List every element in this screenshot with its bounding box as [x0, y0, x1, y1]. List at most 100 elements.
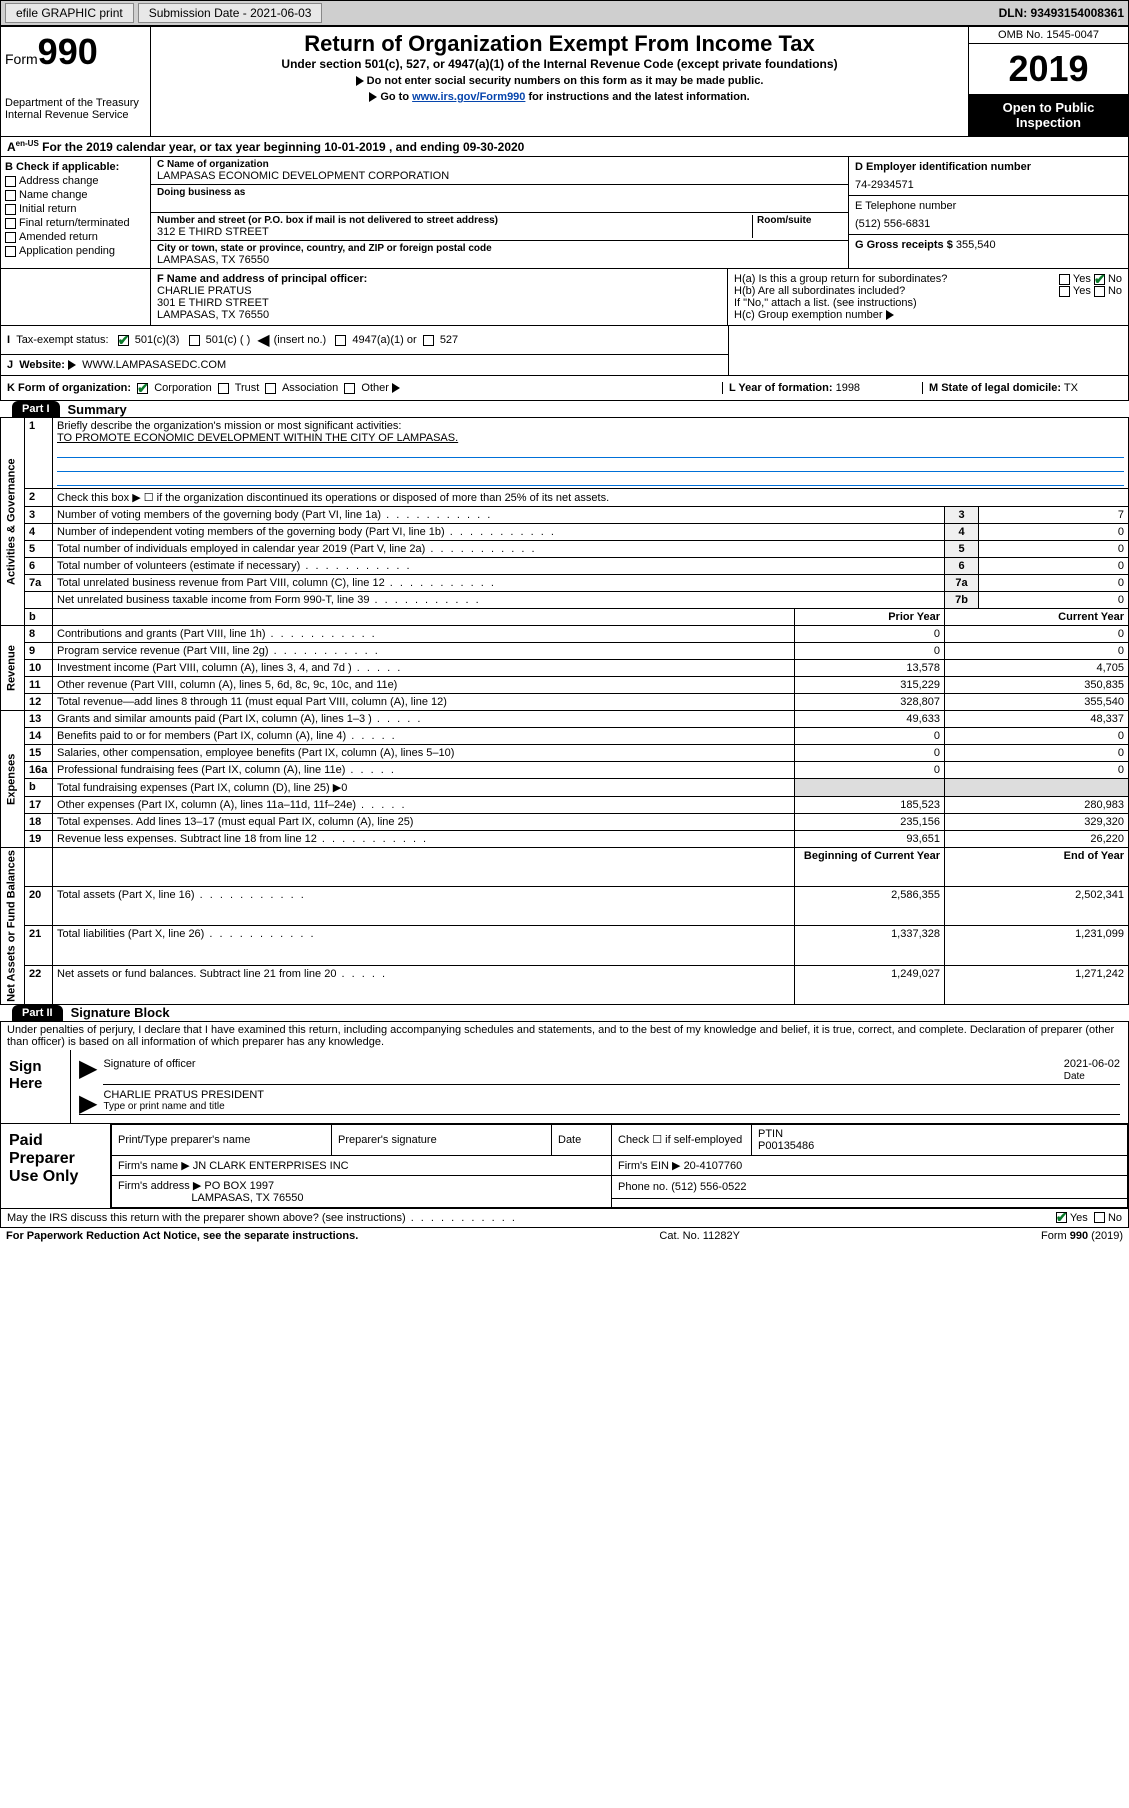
dln-label: DLN: 93493154008361 — [999, 6, 1124, 20]
arrow-right-icon — [392, 383, 400, 393]
omb-number: OMB No. 1545-0047 — [969, 27, 1128, 44]
phone-label: E Telephone number — [855, 200, 1122, 212]
val-4: 0 — [979, 524, 1129, 541]
checkbox-icon[interactable] — [5, 218, 16, 229]
checkbox-icon[interactable] — [5, 190, 16, 201]
officer-label: F Name and address of principal officer: — [157, 273, 721, 285]
part2-bar: Part II Signature Block — [0, 1005, 1129, 1021]
phone-value: (512) 556-6831 — [855, 218, 1122, 230]
submission-date-button[interactable]: Submission Date - 2021-06-03 — [138, 3, 323, 23]
irs-label: Internal Revenue Service — [5, 109, 146, 121]
type-name-label: Type or print name and title — [79, 1101, 1120, 1112]
box-b: B Check if applicable: Address change Na… — [1, 157, 151, 268]
discontinued-question: Check this box ▶ ☐ if the organization d… — [53, 489, 1129, 507]
part1-title: Summary — [68, 402, 127, 417]
officer-addr2: LAMPASAS, TX 76550 — [157, 309, 721, 321]
checkbox-icon[interactable] — [218, 383, 229, 394]
sign-here-label: Sign Here — [1, 1050, 71, 1123]
page-footer: For Paperwork Reduction Act Notice, see … — [0, 1228, 1129, 1244]
cat-number: Cat. No. 11282Y — [659, 1230, 740, 1242]
dept-treasury: Department of the Treasury — [5, 97, 146, 109]
vlabel-expenses: Expenses — [1, 711, 25, 848]
sig-officer-label: Signature of officer — [103, 1058, 195, 1082]
self-employed-label: Check ☐ if self-employed — [612, 1124, 752, 1155]
gross-receipts-value: 355,540 — [956, 239, 996, 251]
perjury-statement: Under penalties of perjury, I declare th… — [0, 1021, 1129, 1050]
arrow-right-icon — [886, 310, 894, 320]
checkbox-icon[interactable] — [5, 176, 16, 187]
form-number: Form990 — [5, 31, 146, 73]
ha-question: H(a) Is this a group return for subordin… — [734, 273, 1122, 285]
firm-addr2: LAMPASAS, TX 76550 — [191, 1192, 303, 1204]
mission-question: Briefly describe the organization's miss… — [57, 420, 401, 432]
top-toolbar: efile GRAPHIC print Submission Date - 20… — [0, 0, 1129, 26]
opt-address-change: Address change — [19, 175, 99, 187]
mission-answer: TO PROMOTE ECONOMIC DEVELOPMENT WITHIN T… — [57, 432, 458, 444]
firm-addr1: PO BOX 1997 — [204, 1180, 274, 1192]
checkbox-icon[interactable] — [5, 232, 16, 243]
irs-link[interactable]: www.irs.gov/Form990 — [412, 91, 525, 103]
checkbox-icon[interactable] — [344, 383, 355, 394]
ptin-value: P00135486 — [758, 1140, 814, 1152]
checkbox-checked-icon[interactable]: ✔ — [1056, 1212, 1067, 1223]
preparer-date-label: Date — [552, 1124, 612, 1155]
opt-final-return: Final return/terminated — [19, 217, 130, 229]
firm-phone: (512) 556-0522 — [671, 1181, 746, 1193]
room-label: Room/suite — [757, 215, 842, 226]
pra-notice: For Paperwork Reduction Act Notice, see … — [6, 1230, 358, 1242]
part2-tag: Part II — [12, 1005, 63, 1021]
pen-arrow-icon: ▶ — [79, 1089, 97, 1118]
city-label: City or town, state or province, country… — [157, 243, 842, 254]
klm-block: K Form of organization: ✔ Corporation Tr… — [0, 376, 1129, 401]
val-5: 0 — [979, 541, 1129, 558]
checkbox-icon[interactable] — [1059, 274, 1070, 285]
ein-value: 74-2934571 — [855, 179, 1122, 191]
checkbox-checked-icon[interactable]: ✔ — [137, 383, 148, 394]
org-name: LAMPASAS ECONOMIC DEVELOPMENT CORPORATIO… — [157, 170, 842, 182]
checkbox-icon[interactable] — [1094, 1212, 1105, 1223]
tax-year: 2019 — [969, 44, 1128, 94]
ssn-warning: Do not enter social security numbers on … — [159, 75, 960, 87]
checkbox-icon[interactable] — [5, 246, 16, 257]
val-7b: 0 — [979, 592, 1129, 609]
current-year-header: Current Year — [945, 609, 1129, 626]
checkbox-icon[interactable] — [335, 335, 346, 346]
checkbox-icon[interactable] — [5, 204, 16, 215]
website-label: Website: — [19, 359, 65, 371]
end-year-header: End of Year — [945, 848, 1129, 887]
arrow-right-icon — [68, 360, 76, 370]
checkbox-icon[interactable] — [1059, 286, 1070, 297]
box-b-title: B Check if applicable: — [5, 161, 146, 173]
city-state-zip: LAMPASAS, TX 76550 — [157, 254, 842, 266]
checkbox-checked-icon[interactable]: ✔ — [118, 335, 129, 346]
form-subtitle: Under section 501(c), 527, or 4947(a)(1)… — [159, 57, 960, 71]
begin-year-header: Beginning of Current Year — [795, 848, 945, 887]
blue-lines — [57, 444, 1124, 486]
right-info-col: D Employer identification number 74-2934… — [848, 157, 1128, 268]
vlabel-revenue: Revenue — [1, 626, 25, 711]
checkbox-icon[interactable] — [189, 335, 200, 346]
public-inspection-badge: Open to Public Inspection — [969, 94, 1128, 136]
tax-period-line: Aen-US For the 2019 calendar year, or ta… — [0, 137, 1129, 156]
hb-note: If "No," attach a list. (see instruction… — [734, 297, 1122, 309]
signature-block: Sign Here ▶ Signature of officer 2021-06… — [0, 1050, 1129, 1124]
ein-label: D Employer identification number — [855, 161, 1122, 173]
summary-table: Activities & Governance 1 Briefly descri… — [0, 417, 1129, 1005]
vlabel-net-assets: Net Assets or Fund Balances — [1, 848, 25, 1005]
arrow-right-icon — [369, 92, 377, 102]
firm-ein: 20-4107760 — [684, 1160, 743, 1172]
checkbox-icon[interactable] — [423, 335, 434, 346]
year-formation: 1998 — [836, 382, 860, 394]
checkbox-checked-icon[interactable]: ✔ — [1094, 274, 1105, 285]
val-3: 7 — [979, 507, 1129, 524]
checkbox-icon[interactable] — [265, 383, 276, 394]
efile-print-button[interactable]: efile GRAPHIC print — [5, 3, 134, 23]
website-value: WWW.LAMPASASEDC.COM — [82, 359, 226, 371]
officer-group-block: F Name and address of principal officer:… — [0, 269, 1129, 326]
form-header: Form990 Department of the Treasury Inter… — [0, 26, 1129, 137]
gross-receipts-label: G Gross receipts $ — [855, 239, 953, 251]
firm-name: JN CLARK ENTERPRISES INC — [193, 1160, 349, 1172]
form-of-org-label: K Form of organization: — [7, 382, 131, 394]
org-name-label: C Name of organization — [157, 159, 842, 170]
form-version: Form 990 (2019) — [1041, 1230, 1123, 1242]
